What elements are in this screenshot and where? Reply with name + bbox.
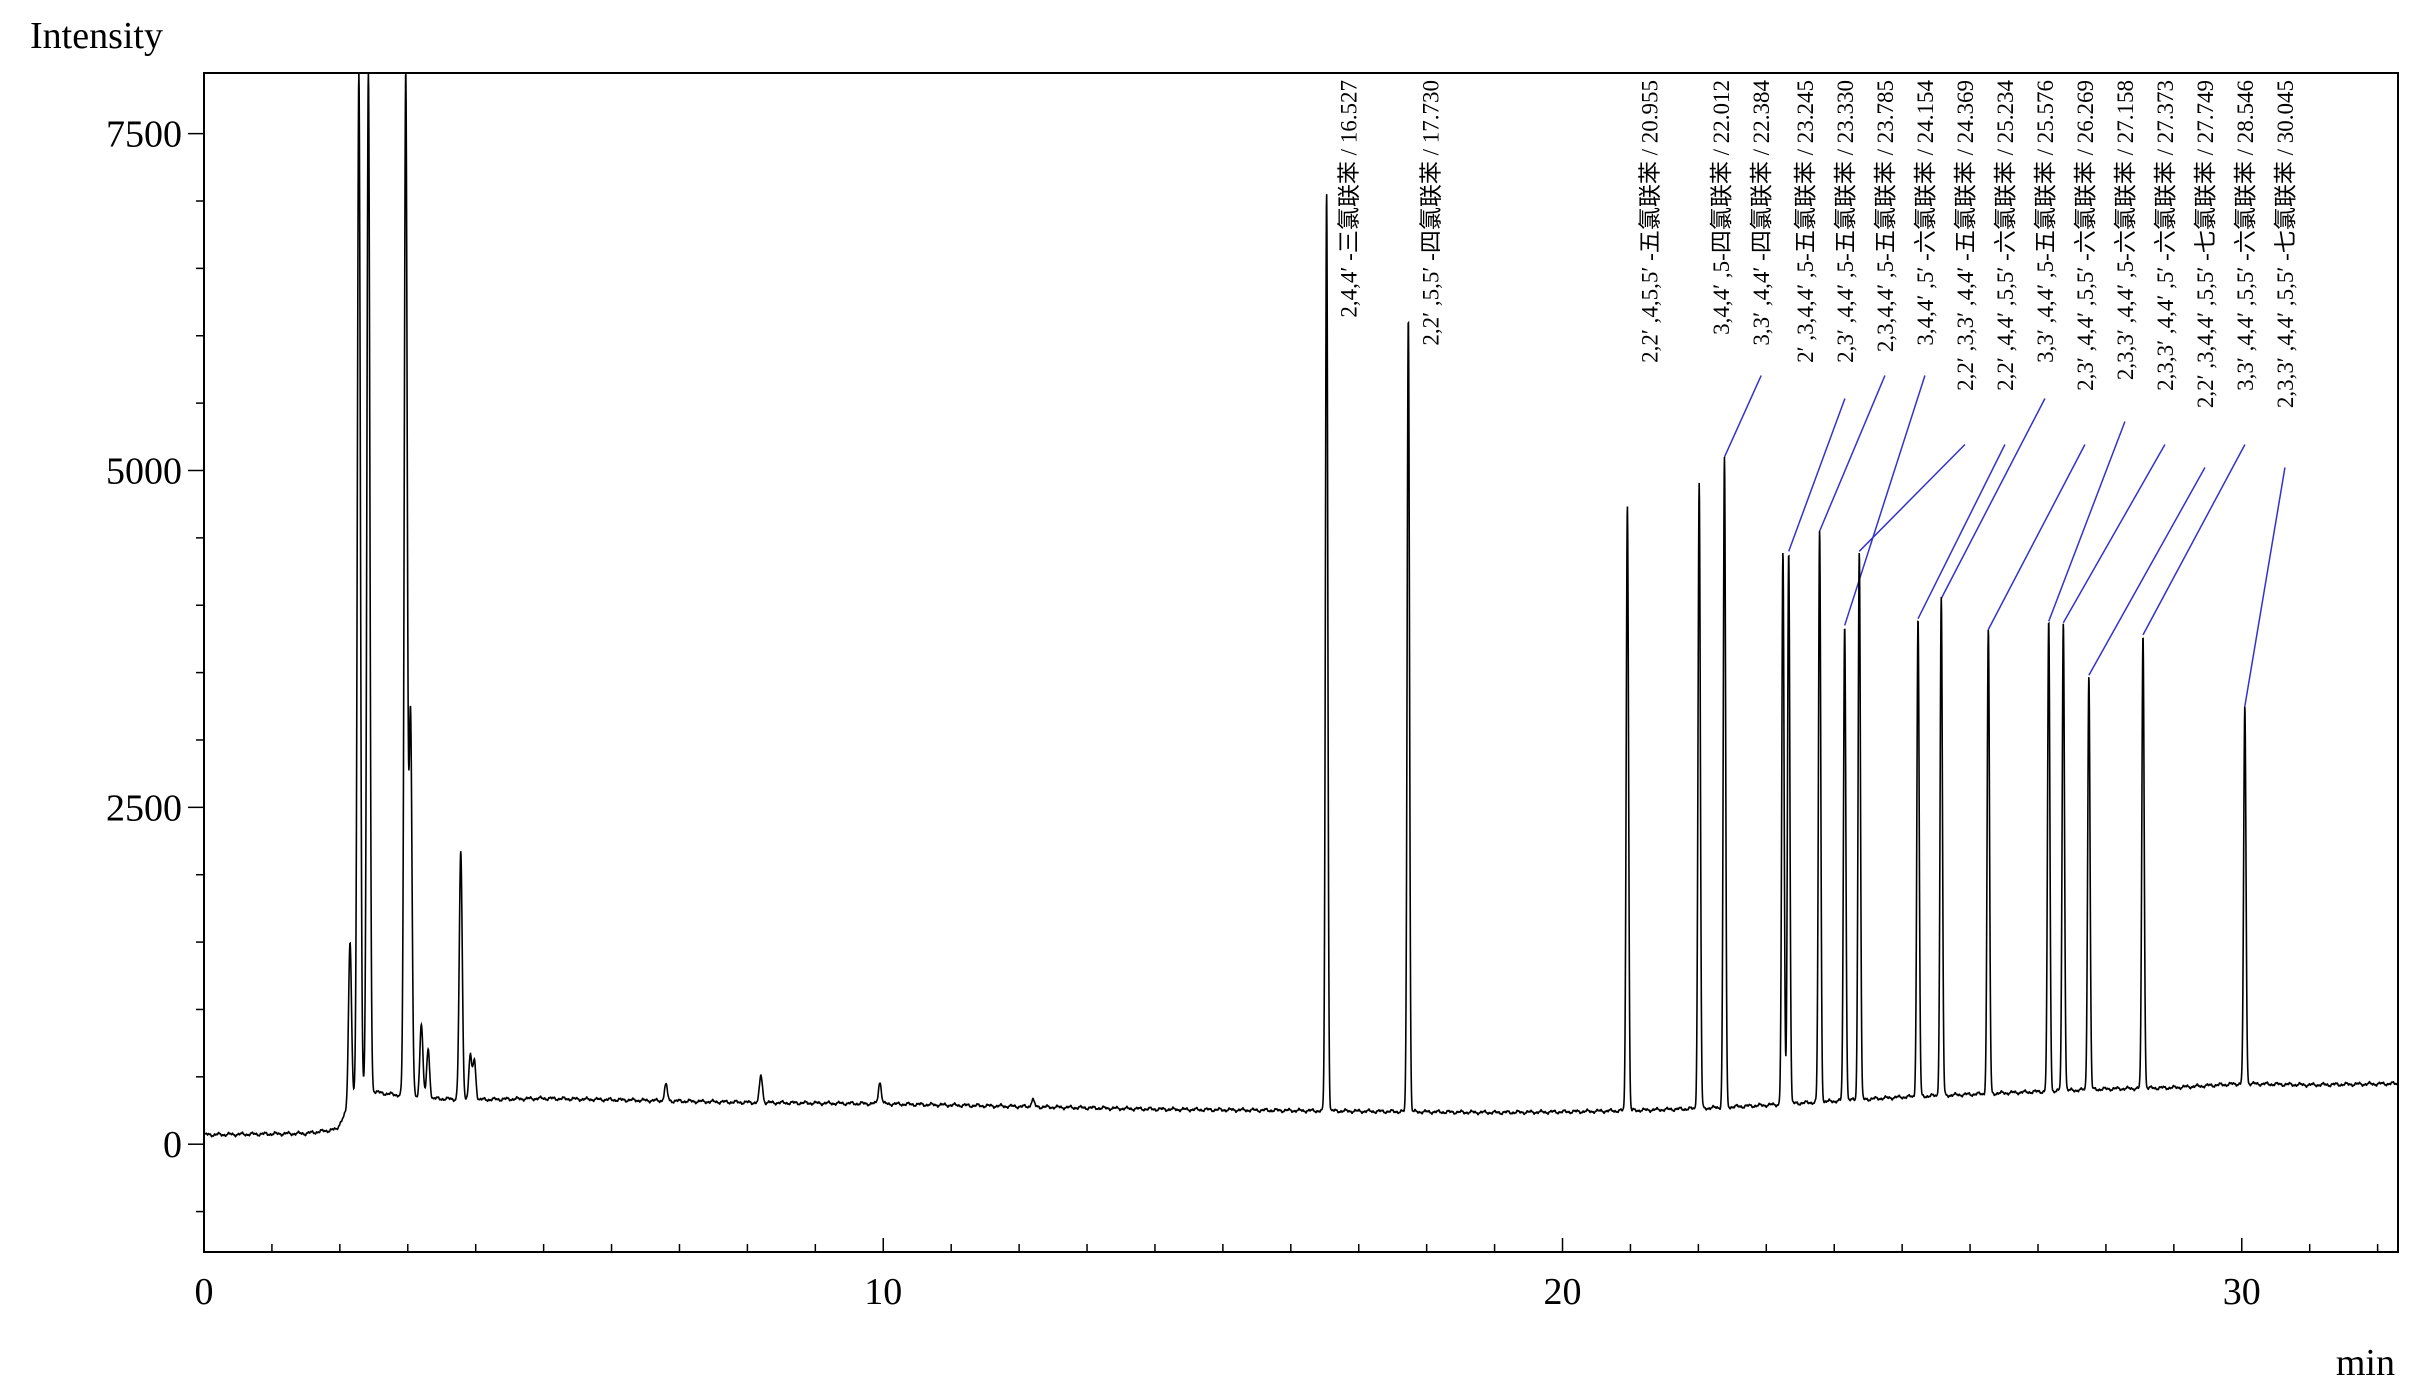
y-axis-label: Intensity bbox=[30, 15, 163, 57]
peak-leader-line bbox=[2062, 444, 2166, 624]
peak-leader-line bbox=[2244, 467, 2286, 707]
x-tick-label: 10 bbox=[864, 1271, 902, 1313]
y-tick-label: 5000 bbox=[106, 450, 182, 492]
peak-labels: 2,4,4′ -三氯联苯 / 16.527 2,2′ ,5,5′ -四氯联苯 / … bbox=[1337, 80, 2298, 409]
peak-label: 3,4,4′ ,5′ -六氯联苯 / 24.154 bbox=[1913, 80, 1938, 346]
peak-leader-line bbox=[2088, 467, 2206, 676]
peak-leader-line bbox=[1940, 398, 2046, 599]
peak-leader-line bbox=[2048, 421, 2126, 622]
peak-leader-line bbox=[1858, 443, 1966, 552]
peak-label: 3,3′ ,4,4′ ,5,5′ -六氯联苯 / 28.546 bbox=[2233, 80, 2258, 391]
x-axis-label: min bbox=[2336, 1342, 2395, 1384]
peak-label: 2,4,4′ -三氯联苯 / 16.527 bbox=[1337, 80, 1362, 318]
peak-label: 2′ ,3,4,4′ ,5-五氯联苯 / 23.245 bbox=[1793, 80, 1818, 363]
x-tick-label: 0 bbox=[195, 1271, 214, 1313]
peak-label: 3,3′ ,4,4′ ,5-五氯联苯 / 25.576 bbox=[2033, 80, 2058, 363]
peak-leader-line bbox=[1818, 375, 1886, 532]
peak-label: 2,3,3′ ,4,4′ ,5-六氯联苯 / 27.158 bbox=[2113, 80, 2138, 380]
leader-lines bbox=[1723, 375, 2286, 707]
peak-label: 2,2′ ,3,3′ ,4,4′ -五氯联苯 / 24.369 bbox=[1953, 80, 1978, 391]
peak-label: 3,4,4′ ,5-四氯联苯 / 22.012 bbox=[1709, 80, 1734, 335]
y-tick-label: 0 bbox=[163, 1124, 182, 1166]
plot-frame bbox=[203, 72, 2399, 1253]
peak-leader-line bbox=[2142, 444, 2246, 636]
peak-label: 2,2′ ,3,4,4′ ,5,5′ -七氯联苯 / 27.749 bbox=[2193, 80, 2218, 408]
x-tick-label: 30 bbox=[2223, 1271, 2261, 1313]
peak-label: 2,2′ ,4,4′ ,5,5′ -六氯联苯 / 25.234 bbox=[1993, 80, 2018, 391]
peak-label: 2,2′ ,4,5,5′ -五氯联苯 / 20.955 bbox=[1637, 80, 1662, 363]
peak-leader-line bbox=[1987, 444, 2086, 630]
y-tick-label: 2500 bbox=[106, 787, 182, 829]
y-tick-label: 7500 bbox=[106, 114, 182, 156]
peak-label: 2,2′ ,5,5′ -四氯联苯 / 17.730 bbox=[1418, 80, 1443, 346]
peak-label: 2,3,4,4′ ,5-五氯联苯 / 23.785 bbox=[1873, 80, 1898, 352]
peak-leader-line bbox=[1723, 375, 1762, 458]
x-tick-label: 20 bbox=[1544, 1271, 1582, 1313]
peak-leader-line bbox=[1788, 398, 1846, 552]
peak-label: 2,3,3′ ,4,4′ ,5′ -六氯联苯 / 27.373 bbox=[2153, 80, 2178, 391]
peak-leader-line bbox=[1917, 444, 2006, 620]
peak-label: 2,3,3′ ,4,4′ ,5,5′ -七氯联苯 / 30.045 bbox=[2273, 80, 2298, 408]
peak-label: 3,3′ ,4,4′ -四氯联苯 / 22.384 bbox=[1749, 80, 1774, 346]
peak-leader-line bbox=[1843, 375, 1926, 626]
peak-label: 2,3′ ,4,4′ ,5,5′ -六氯联苯 / 26.269 bbox=[2073, 80, 2098, 391]
axis-ticks: 0 10 20 30 0 2500 5000 7500 bbox=[106, 114, 2379, 1313]
chromatogram-trace bbox=[203, 72, 2399, 1138]
peak-label: 2,3′ ,4,4′ ,5-五氯联苯 / 23.330 bbox=[1833, 80, 1858, 363]
